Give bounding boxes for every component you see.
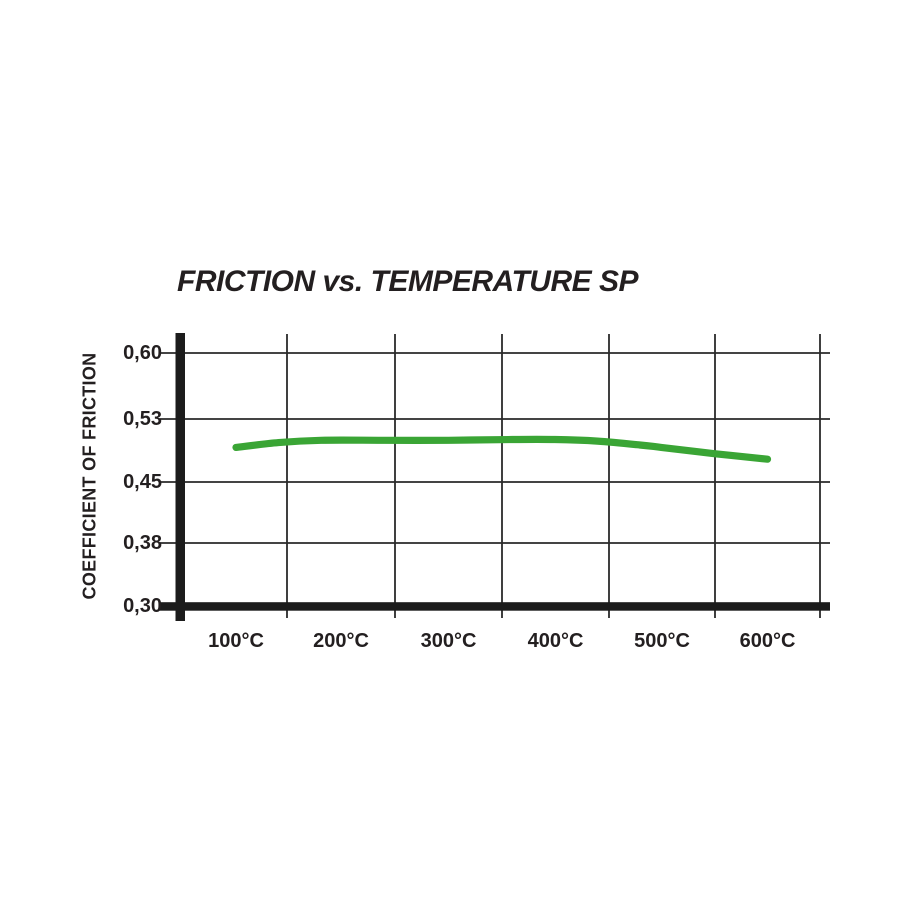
- y-tick-label: 0,45: [123, 471, 162, 493]
- friction-curve: [232, 435, 772, 463]
- chart-title: FRICTION vs. TEMPERATURE SP: [177, 265, 639, 298]
- y-tick-label: 0,38: [123, 532, 162, 554]
- y-tick-label: 0,60: [123, 342, 162, 364]
- x-tick-label: 300°C: [420, 630, 477, 652]
- x-tick-label: 500°C: [634, 630, 690, 652]
- series-line: [232, 435, 772, 463]
- y-tick-label: 0,53: [123, 408, 162, 430]
- x-tick-label: 100°C: [208, 630, 264, 652]
- x-tick-label: 600°C: [739, 630, 796, 652]
- x-tick-label: 200°C: [313, 630, 369, 652]
- axes: [159, 333, 830, 621]
- y-tick-label: 0,30: [123, 595, 162, 617]
- x-tick-label: 400°C: [527, 630, 584, 652]
- gridlines: [160, 334, 830, 618]
